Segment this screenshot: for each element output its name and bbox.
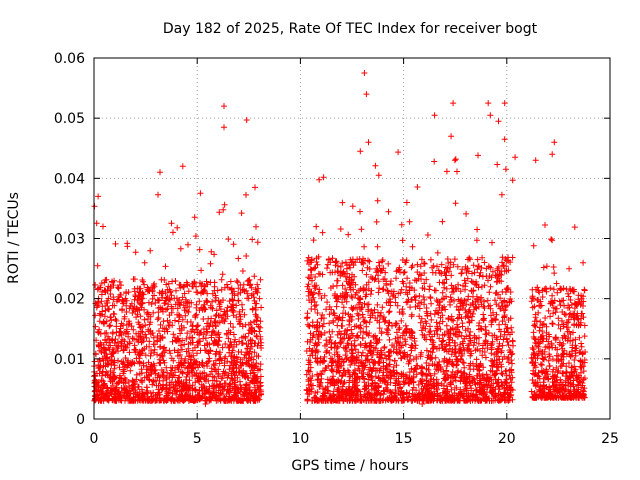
y-tick-label: 0.04 xyxy=(54,171,85,187)
x-tick-label: 0 xyxy=(90,431,99,447)
y-tick-label: 0.05 xyxy=(54,111,85,127)
axis-ticks: 0 0.01 0.02 0.03 0.04 0.05 0.06 0 5 10 15 20 25 xyxy=(54,51,619,447)
y-tick-label: 0 xyxy=(76,412,85,428)
x-tick-label: 20 xyxy=(498,431,516,447)
roti-series-points xyxy=(91,70,589,407)
x-tick-label: 15 xyxy=(395,431,413,447)
y-axis-label: ROTI / TECUs xyxy=(6,192,22,284)
x-axis-label: GPS time / hours xyxy=(291,458,408,474)
y-tick-label: 0.03 xyxy=(54,232,85,248)
data-points xyxy=(91,70,589,407)
y-tick-label: 0.01 xyxy=(54,352,85,368)
chart-title: Day 182 of 2025, Rate Of TEC Index for r… xyxy=(163,21,538,37)
x-tick-label: 5 xyxy=(193,431,202,447)
y-tick-label: 0.02 xyxy=(54,292,85,308)
x-tick-label: 25 xyxy=(601,431,619,447)
x-tick-label: 10 xyxy=(291,431,309,447)
y-tick-label: 0.06 xyxy=(54,51,85,67)
